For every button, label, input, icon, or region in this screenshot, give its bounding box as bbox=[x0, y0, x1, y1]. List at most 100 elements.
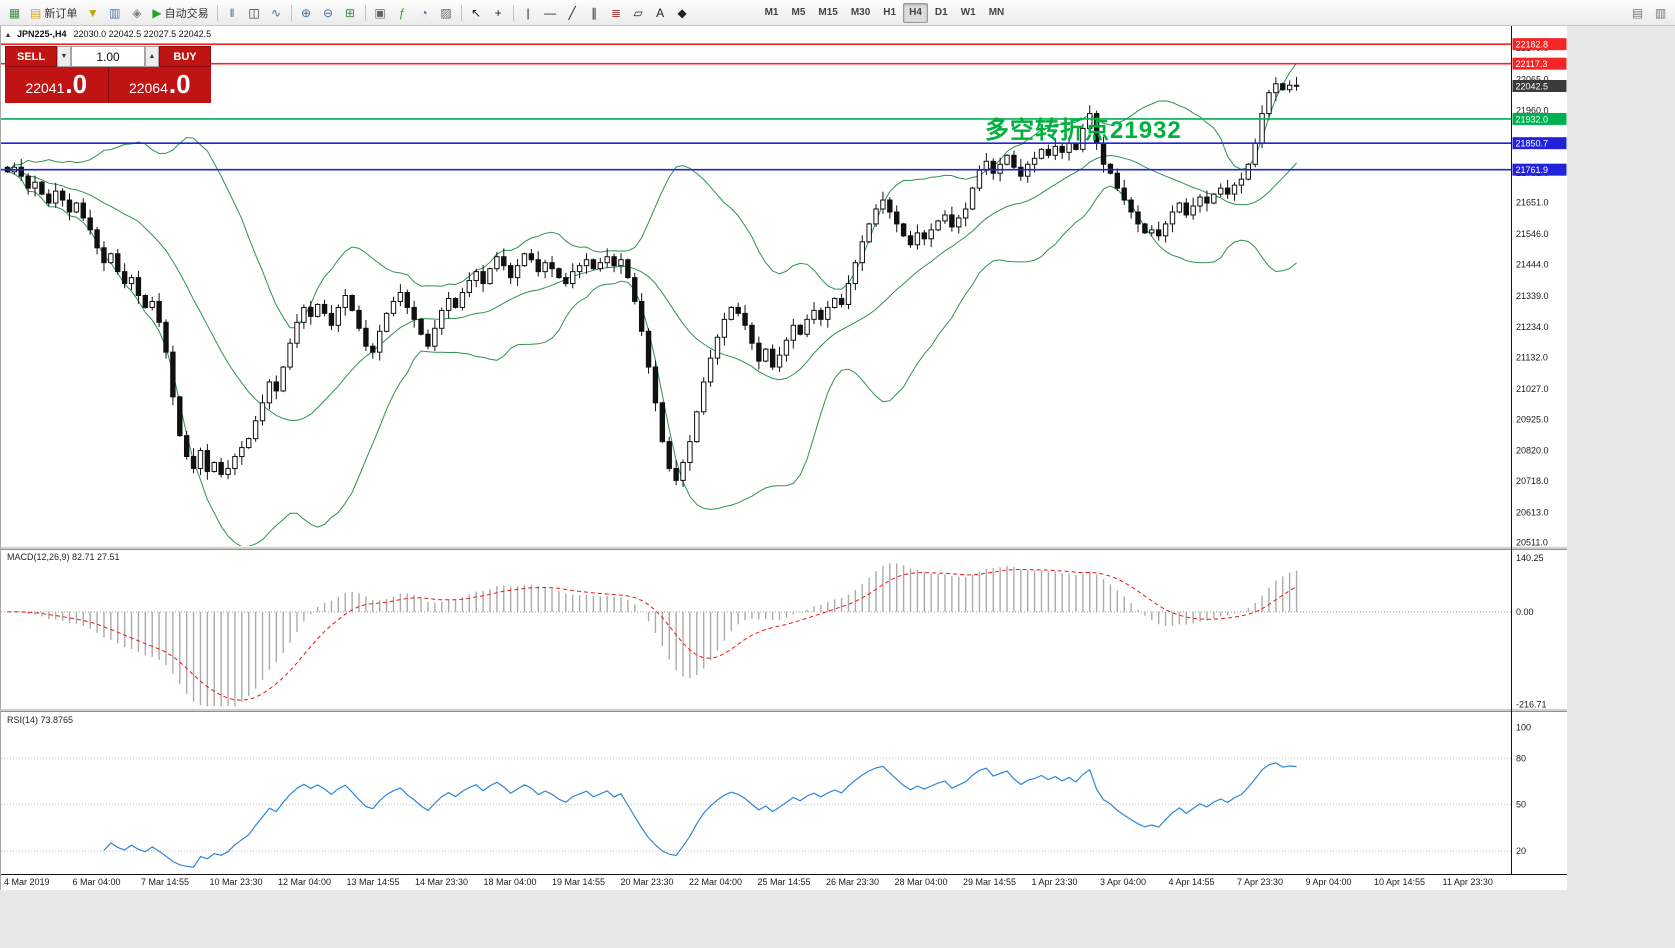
rsi-line bbox=[103, 762, 1297, 868]
candle-body bbox=[121, 271, 128, 285]
bar-chart-icon: ‖ bbox=[229, 5, 235, 20]
candle-body bbox=[53, 190, 59, 204]
candle-body bbox=[411, 306, 417, 320]
candle-body bbox=[1135, 211, 1141, 225]
candle-body bbox=[783, 339, 790, 356]
vertical-line-button[interactable]: | bbox=[518, 3, 539, 23]
window-list-button[interactable]: ▤ bbox=[1627, 3, 1648, 23]
candle-body bbox=[1245, 163, 1251, 180]
candle-body bbox=[149, 300, 155, 308]
panel-splitter[interactable] bbox=[1, 708, 1568, 712]
candle-body bbox=[652, 366, 659, 404]
arrow-tools-button[interactable]: ◆ bbox=[672, 3, 693, 23]
shapes-button[interactable]: ▱ bbox=[628, 3, 649, 23]
timeframe-w1-button[interactable]: W1 bbox=[955, 3, 982, 23]
fibonacci-button[interactable]: ≣ bbox=[606, 3, 627, 23]
line-chart-button[interactable]: ∿ bbox=[266, 3, 287, 23]
periods-button[interactable]: ◔ bbox=[414, 3, 435, 23]
auto-trading-button[interactable]: ▶ 自动交易 bbox=[148, 3, 212, 23]
timeframe-m15-button[interactable]: M15 bbox=[812, 3, 843, 23]
arrow-tools-icon: ◆ bbox=[677, 5, 687, 20]
svg-text:1 Apr 23:30: 1 Apr 23:30 bbox=[1032, 877, 1078, 887]
sell-price[interactable]: 22041 .0 bbox=[5, 67, 109, 103]
collapse-panel-arrow-icon[interactable]: ▴ bbox=[6, 29, 11, 39]
candle-body bbox=[949, 214, 955, 228]
buy-button[interactable]: BUY bbox=[159, 46, 211, 67]
text-icon: A bbox=[656, 5, 665, 20]
timeframe-mn-button[interactable]: MN bbox=[983, 3, 1011, 23]
svg-text:140.25: 140.25 bbox=[1516, 553, 1544, 563]
candle-body bbox=[900, 223, 907, 237]
templates-button[interactable]: ▨ bbox=[436, 3, 457, 23]
periods-icon: ◔ bbox=[420, 5, 428, 20]
candle-body bbox=[583, 259, 590, 267]
horizontal-price-lines[interactable] bbox=[1, 43, 1512, 171]
chart-profiles-button[interactable]: ▼ bbox=[82, 3, 103, 23]
new-chart-button[interactable]: ▦ bbox=[4, 3, 25, 23]
svg-text:20511.0: 20511.0 bbox=[1516, 538, 1548, 548]
crosshair-button[interactable]: + bbox=[488, 3, 509, 23]
svg-text:20925.0: 20925.0 bbox=[1516, 414, 1549, 424]
svg-text:20820.0: 20820.0 bbox=[1516, 446, 1549, 456]
candle-body bbox=[1107, 163, 1114, 174]
candle-body bbox=[363, 327, 369, 347]
grid-button[interactable]: ⊞ bbox=[340, 3, 361, 23]
candle-body bbox=[1197, 196, 1203, 207]
svg-text:18 Mar 04:00: 18 Mar 04:00 bbox=[484, 877, 537, 887]
lot-decrease-button[interactable]: ▼ bbox=[57, 46, 71, 67]
candle-body bbox=[494, 256, 500, 270]
tile-windows-button[interactable]: ▣ bbox=[370, 3, 391, 23]
price-line-badges: 22182.8 22117.3 21932.0 21850.7 21761.9 22042… bbox=[1512, 38, 1567, 176]
candle-body bbox=[1114, 172, 1121, 189]
cursor-button[interactable]: ↖ bbox=[466, 3, 487, 23]
equidistant-channel-button[interactable]: ∥ bbox=[584, 3, 605, 23]
candle-body bbox=[976, 169, 983, 189]
candle-body bbox=[597, 262, 603, 270]
help-button[interactable]: ▥ bbox=[1650, 3, 1671, 23]
candle-body bbox=[880, 199, 886, 210]
candle-body bbox=[666, 441, 672, 469]
lot-increase-button[interactable]: ▲ bbox=[145, 46, 159, 67]
new-order-button[interactable]: ▤ 新订单 bbox=[26, 3, 81, 23]
candlestick-chart-button[interactable]: ◫ bbox=[244, 3, 265, 23]
candle-body bbox=[1142, 223, 1148, 234]
indicators-button[interactable]: ƒ bbox=[392, 3, 413, 23]
svg-text:21761.9: 21761.9 bbox=[1516, 165, 1549, 175]
horizontal-line-button[interactable]: — bbox=[540, 3, 561, 23]
candlestick-chart-icon: ◫ bbox=[248, 5, 260, 20]
candle-body bbox=[183, 435, 190, 458]
timeframe-d1-button[interactable]: D1 bbox=[929, 3, 954, 23]
lot-size-input[interactable] bbox=[71, 46, 145, 67]
panel-splitter[interactable] bbox=[1, 546, 1568, 550]
price-chart[interactable]: 22170.022065.021960.021855.021751.021651… bbox=[1, 26, 1568, 890]
timeframe-h1-button[interactable]: H1 bbox=[877, 3, 902, 23]
time-axis-labels[interactable]: 4 Mar 2019 6 Mar 04:00 7 Mar 14:55 10 Mar 2… bbox=[4, 877, 1493, 887]
candle-body bbox=[115, 253, 121, 273]
timeframe-m5-button[interactable]: M5 bbox=[785, 3, 811, 23]
timeframe-h4-button[interactable]: H4 bbox=[903, 2, 928, 23]
bar-chart-button[interactable]: ‖ bbox=[222, 3, 243, 23]
candle-body bbox=[1231, 184, 1238, 195]
candle-body bbox=[459, 292, 466, 308]
trendline-button[interactable]: ╱ bbox=[562, 3, 583, 23]
candle-body bbox=[259, 402, 266, 422]
toolbar-separator bbox=[460, 4, 462, 21]
candle-body bbox=[1155, 229, 1162, 237]
zoom-in-button[interactable]: ⊕ bbox=[296, 3, 317, 23]
zoom-out-button[interactable]: ⊖ bbox=[318, 3, 339, 23]
timeframe-m30-button[interactable]: M30 bbox=[845, 3, 876, 23]
candle-body bbox=[266, 381, 273, 404]
candle-body bbox=[556, 268, 562, 279]
data-window-button[interactable]: ◈ bbox=[126, 3, 147, 23]
sell-button[interactable]: SELL bbox=[5, 46, 57, 67]
candle-body bbox=[645, 330, 652, 368]
candle-body bbox=[1204, 196, 1210, 204]
text-button[interactable]: A bbox=[650, 3, 671, 23]
svg-text:3 Apr 04:00: 3 Apr 04:00 bbox=[1100, 877, 1146, 887]
candle-body bbox=[1162, 223, 1169, 237]
buy-price[interactable]: 22064 .0 bbox=[108, 67, 211, 103]
svg-text:21234.0: 21234.0 bbox=[1516, 322, 1549, 332]
market-watch-button[interactable]: ▥ bbox=[104, 3, 125, 23]
timeframe-m1-button[interactable]: M1 bbox=[759, 3, 785, 23]
candle-body bbox=[273, 381, 279, 392]
